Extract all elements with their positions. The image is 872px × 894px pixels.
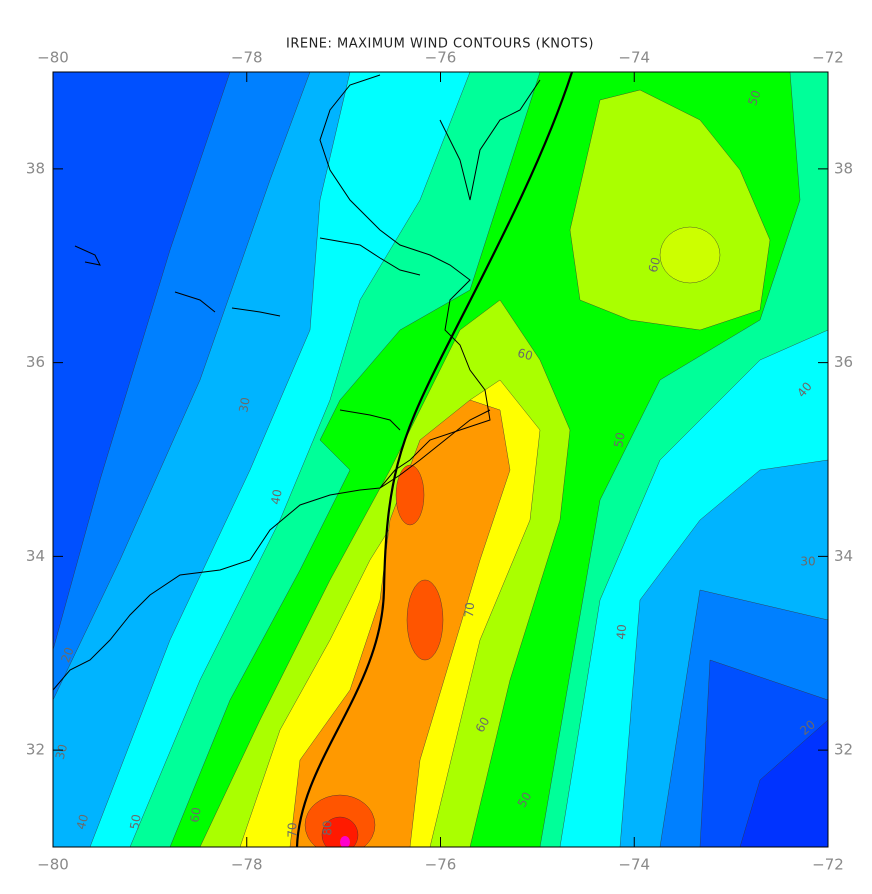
contour-label: 30 (53, 743, 70, 761)
contour-label: 20 (58, 645, 76, 664)
y-tick-label: 36 (834, 353, 853, 371)
coastline (53, 74, 541, 691)
contour-label: 60 (646, 256, 663, 274)
contour-label: 40 (268, 488, 284, 505)
x-tick-label: −72 (812, 49, 844, 67)
x-tick-label: −72 (812, 856, 844, 874)
chart-title: IRENE: MAXIMUM WIND CONTOURS (KNOTS) (286, 37, 594, 52)
contour-label: 40 (74, 813, 91, 831)
contour-label: 60 (473, 715, 493, 735)
y-tick-label: 38 (834, 159, 853, 177)
storm-track (295, 72, 574, 847)
y-tick-label: 32 (834, 741, 853, 759)
contour-label: 50 (127, 813, 143, 830)
x-tick-label: −76 (425, 856, 457, 874)
y-tick-label: 32 (26, 741, 45, 759)
contour-label: 30 (800, 555, 815, 569)
x-tick-label: −80 (37, 856, 69, 874)
x-tick-label: −76 (425, 49, 457, 67)
contour-label: 70 (286, 822, 300, 837)
x-tick-label: −74 (618, 856, 650, 874)
contour-label: 70 (462, 602, 477, 618)
y-tick-label: 34 (834, 547, 853, 565)
contour-label: 30 (236, 396, 252, 413)
y-tick-label: 36 (26, 353, 45, 371)
contour-label: 50 (515, 790, 535, 810)
y-tick-label: 34 (26, 547, 45, 565)
contour-label: 80 (321, 820, 335, 835)
x-tick-label: −78 (231, 49, 263, 67)
y-tick-label: 38 (26, 159, 45, 177)
contour-fill (53, 72, 828, 847)
x-tick-label: −78 (231, 856, 263, 874)
contour-label: 40 (614, 624, 629, 640)
x-tick-label: −80 (37, 49, 69, 67)
contour-label: 60 (516, 346, 534, 363)
x-tick-label: −74 (618, 49, 650, 67)
contour-label: 50 (745, 88, 763, 107)
contour-label: 60 (187, 806, 203, 823)
contour-label: 50 (611, 431, 627, 448)
